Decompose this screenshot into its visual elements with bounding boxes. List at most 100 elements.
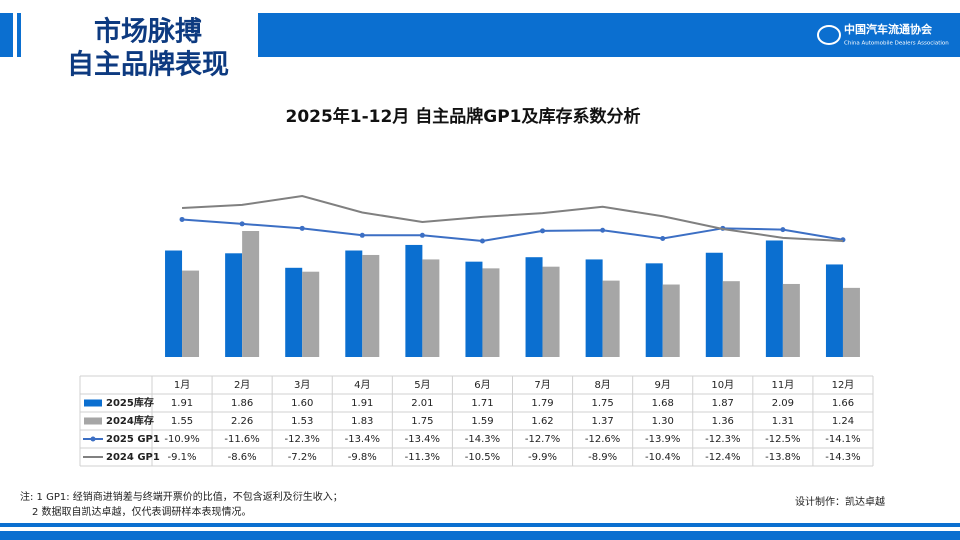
bar	[465, 261, 483, 357]
month-label: 9月	[655, 379, 671, 391]
value-label: 1.37	[591, 416, 613, 427]
bar	[662, 284, 680, 357]
bar	[585, 259, 603, 357]
line-marker	[479, 238, 485, 244]
value-label: -10.4%	[645, 452, 680, 463]
month-label: 1月	[174, 379, 190, 391]
note: 2 数据取自凯达卓越，仅代表调研样本表现情况。	[32, 505, 252, 518]
value-label: 1.75	[411, 416, 433, 427]
value-label: 2.09	[772, 398, 794, 409]
value-label: -9.9%	[528, 452, 557, 463]
bar	[242, 231, 260, 357]
bar	[225, 253, 243, 357]
bar	[782, 283, 800, 357]
value-label: -12.4%	[705, 452, 740, 463]
legend-swatch	[84, 417, 102, 425]
line-marker	[179, 216, 185, 222]
value-label: 1.53	[291, 416, 313, 427]
value-label: -14.1%	[825, 434, 860, 445]
header-stripe	[17, 13, 21, 57]
value-label: 1.24	[832, 416, 854, 427]
line-marker	[660, 235, 666, 241]
bar	[765, 240, 783, 357]
bar	[722, 281, 740, 357]
legend-label: 2024 GP1	[106, 452, 160, 463]
line-marker	[239, 221, 245, 227]
bar	[405, 244, 423, 357]
bar	[542, 266, 560, 357]
value-label: 1.30	[652, 416, 674, 427]
month-label: 11月	[772, 379, 795, 391]
value-label: 1.87	[712, 398, 734, 409]
value-label: -13.9%	[645, 434, 680, 445]
value-label: 1.75	[591, 398, 613, 409]
bar	[482, 268, 500, 357]
bar	[705, 252, 723, 357]
line-marker	[359, 232, 365, 238]
value-label: 1.31	[772, 416, 794, 427]
line-marker	[299, 225, 305, 231]
header-stripe	[0, 13, 13, 57]
bar	[182, 270, 200, 357]
data-table: 1月 2月 3月 4月 5月 6月 7月 8月 9月 10月 11月 12月 2025库存 1.91 1.8…	[79, 375, 874, 467]
legend-label: 2025 GP1	[106, 434, 160, 445]
value-label: -12.3%	[705, 434, 740, 445]
month-label: 8月	[594, 379, 610, 391]
value-label: -12.3%	[285, 434, 320, 445]
value-label: -11.3%	[405, 452, 440, 463]
bar	[362, 254, 380, 357]
legend-swatch	[90, 436, 96, 442]
month-label: 2月	[234, 379, 250, 391]
value-label: 1.79	[531, 398, 553, 409]
note: 注: 1 GP1: 经销商进销差与终端开票价的比值，不包含返利及衍生收入；	[20, 490, 343, 503]
value-label: -11.6%	[224, 434, 259, 445]
value-label: 1.68	[652, 398, 674, 409]
credit: 设计制作：凯达卓越	[795, 495, 885, 508]
bar	[345, 250, 363, 357]
line-marker	[419, 232, 425, 238]
value-label: 1.91	[351, 398, 373, 409]
value-label: -8.6%	[228, 452, 257, 463]
legend-swatch	[84, 399, 102, 407]
bar	[602, 280, 620, 357]
logo-text-en: China Automobile Dealers Association	[844, 41, 949, 47]
value-label: -13.4%	[345, 434, 380, 445]
footer-stripe	[0, 523, 960, 527]
bar	[302, 271, 320, 357]
value-label: 1.55	[171, 416, 193, 427]
value-label: 1.86	[231, 398, 253, 409]
header-bar	[258, 13, 960, 57]
value-label: -10.5%	[465, 452, 500, 463]
month-label: 10月	[711, 379, 734, 391]
value-label: 1.59	[471, 416, 493, 427]
bar	[825, 264, 843, 357]
line-marker	[540, 228, 546, 234]
value-label: -9.1%	[168, 452, 197, 463]
bar	[285, 267, 303, 357]
value-label: -13.8%	[765, 452, 800, 463]
logo-icon	[817, 25, 841, 45]
bar	[645, 263, 663, 357]
value-label: -9.8%	[348, 452, 377, 463]
value-label: -8.9%	[588, 452, 617, 463]
bar	[525, 257, 543, 357]
line	[181, 194, 844, 242]
month-label: 3月	[294, 379, 310, 391]
legend-label: 2024库存	[106, 414, 154, 427]
value-label: 1.71	[471, 398, 493, 409]
value-label: 1.60	[291, 398, 313, 409]
legend-label: 2025库存	[106, 396, 154, 409]
line-marker	[600, 227, 606, 233]
bar	[422, 259, 440, 357]
value-label: -13.4%	[405, 434, 440, 445]
month-label: 7月	[534, 379, 550, 391]
value-label: 2.26	[231, 416, 253, 427]
value-label: -12.6%	[585, 434, 620, 445]
bar	[165, 250, 183, 357]
header-title: 市场脉搏	[94, 16, 202, 48]
value-label: -12.7%	[525, 434, 560, 445]
footer-stripe	[0, 531, 960, 540]
value-label: 2.01	[411, 398, 433, 409]
value-label: 1.91	[171, 398, 193, 409]
